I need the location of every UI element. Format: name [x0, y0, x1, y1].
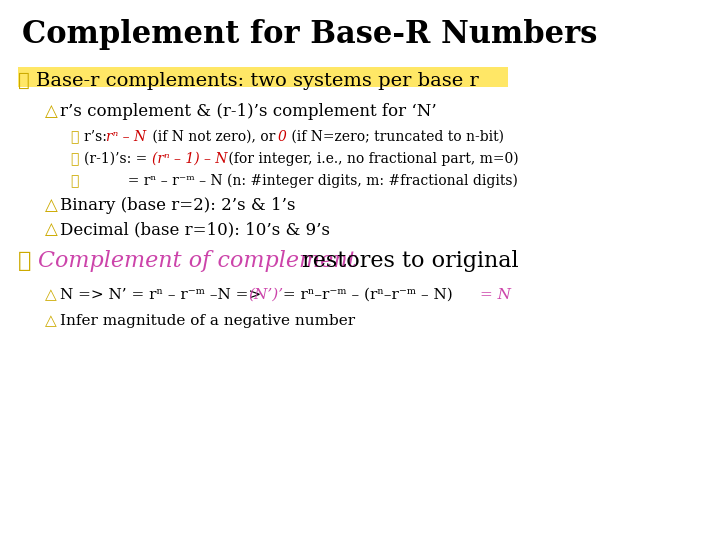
Text: △: △	[45, 103, 58, 120]
Text: ❖: ❖	[18, 250, 32, 272]
Text: (rⁿ – 1) – N: (rⁿ – 1) – N	[152, 152, 228, 166]
Text: Complement for Base-R Numbers: Complement for Base-R Numbers	[22, 19, 598, 50]
Text: △: △	[45, 197, 58, 214]
Text: r’s:: r’s:	[84, 130, 112, 144]
Text: (N’)’: (N’)’	[248, 288, 283, 302]
Text: = rⁿ–r⁻ᵐ – (rⁿ–r⁻ᵐ – N): = rⁿ–r⁻ᵐ – (rⁿ–r⁻ᵐ – N)	[278, 288, 458, 302]
Text: Binary (base r=2): 2’s & 1’s: Binary (base r=2): 2’s & 1’s	[60, 197, 295, 214]
Text: r’s complement & (r-1)’s complement for ‘N’: r’s complement & (r-1)’s complement for …	[60, 103, 437, 120]
Text: ☒: ☒	[70, 130, 78, 144]
Text: Complement of complement: Complement of complement	[38, 250, 356, 272]
Text: (if N=zero; truncated to n-bit): (if N=zero; truncated to n-bit)	[287, 130, 504, 144]
Text: △: △	[45, 221, 58, 238]
Text: (r-1)’s: =: (r-1)’s: =	[84, 152, 152, 166]
Text: N => N’ = rⁿ – r⁻ᵐ –N =>: N => N’ = rⁿ – r⁻ᵐ –N =>	[60, 288, 266, 302]
Text: ❖: ❖	[18, 72, 30, 90]
Text: △: △	[45, 314, 57, 328]
Text: Infer magnitude of a negative number: Infer magnitude of a negative number	[60, 314, 355, 328]
Text: 0: 0	[278, 130, 287, 144]
Text: Base-r complements: two systems per base r: Base-r complements: two systems per base…	[36, 72, 479, 90]
Text: △: △	[45, 288, 57, 302]
Text: = rⁿ – r⁻ᵐ – N (n: #integer digits, m: #fractional digits): = rⁿ – r⁻ᵐ – N (n: #integer digits, m: #…	[84, 173, 518, 188]
Text: rⁿ – N: rⁿ – N	[106, 130, 146, 144]
Text: ☒: ☒	[70, 174, 78, 188]
Text: Decimal (base r=10): 10’s & 9’s: Decimal (base r=10): 10’s & 9’s	[60, 221, 330, 238]
Text: (if N not zero), or: (if N not zero), or	[148, 130, 280, 144]
Text: (for integer, i.e., no fractional part, m=0): (for integer, i.e., no fractional part, …	[224, 152, 518, 166]
Text: restores to original: restores to original	[295, 250, 518, 272]
Text: = N: = N	[480, 288, 511, 302]
Text: ☒: ☒	[70, 152, 78, 166]
